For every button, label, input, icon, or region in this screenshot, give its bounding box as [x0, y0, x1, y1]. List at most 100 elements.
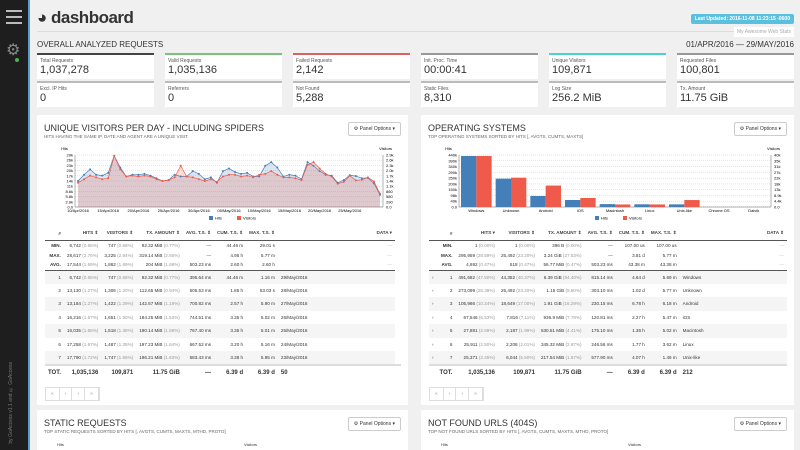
- table-row[interactable]: 7 17,790 (1.72%) 1,747 (1.59%) 196.21 MiB (…: [45, 351, 401, 365]
- table-row[interactable]: › 7 25,371 (2.45%) 6,044 (5.50%) 217.54 MiB …: [429, 351, 787, 365]
- data-point[interactable]: [366, 176, 369, 179]
- page-button[interactable]: »: [85, 388, 99, 400]
- data-point[interactable]: [209, 176, 212, 179]
- table-row[interactable]: 6 17,258 (1.67%) 1,487 (1.35%) 197.23 MiB (…: [45, 338, 401, 352]
- data-point[interactable]: [379, 192, 381, 195]
- data-point[interactable]: [77, 181, 79, 184]
- bar[interactable]: [495, 178, 511, 207]
- data-point[interactable]: [360, 178, 363, 181]
- data-point[interactable]: [161, 180, 164, 182]
- table-row[interactable]: › 6 25,911 (2.50%) 2,208 (2.01%) 345.32 MiB …: [429, 338, 787, 352]
- page-button[interactable]: ‹: [60, 388, 73, 400]
- column-header[interactable]: AVG. T.S. ⇕: [185, 230, 212, 236]
- data-point[interactable]: [354, 179, 357, 182]
- data-point[interactable]: [258, 173, 261, 176]
- data-point[interactable]: [276, 173, 279, 176]
- data-point[interactable]: [246, 171, 249, 174]
- data-point[interactable]: [258, 175, 261, 178]
- data-point[interactable]: [306, 163, 309, 166]
- panel-options-button[interactable]: ⚙ Panel Options ▾: [347, 122, 401, 136]
- table-row[interactable]: 2 13,130 (1.27%) 1,306 (1.20%) 112.65 MiB (…: [45, 284, 401, 298]
- bar[interactable]: [684, 200, 700, 207]
- data-point[interactable]: [137, 175, 140, 178]
- data-point[interactable]: [234, 171, 237, 174]
- table-row[interactable]: › 3 105,986 (10.24%) 18,649 (17.00%) 1.91 Gi…: [429, 297, 787, 311]
- bar[interactable]: [599, 204, 615, 207]
- column-header[interactable]: #: [449, 230, 453, 236]
- data-point[interactable]: [101, 178, 104, 181]
- data-point[interactable]: [155, 178, 158, 181]
- data-point[interactable]: [191, 170, 194, 173]
- data-point[interactable]: [372, 180, 375, 183]
- bar[interactable]: [669, 204, 685, 207]
- data-point[interactable]: [95, 176, 98, 179]
- column-header[interactable]: DATA ⇕: [766, 230, 784, 236]
- data-point[interactable]: [318, 170, 321, 173]
- table-row[interactable]: › 1 491,682 (47.50%) 44,352 (40.37%) 6.39 Gi…: [429, 270, 787, 284]
- data-point[interactable]: [342, 180, 345, 183]
- data-point[interactable]: [143, 172, 146, 175]
- data-point[interactable]: [270, 161, 273, 164]
- data-point[interactable]: [197, 172, 200, 175]
- data-point[interactable]: [119, 168, 122, 171]
- data-point[interactable]: [318, 167, 321, 170]
- table-row[interactable]: 5 16,035 (1.55%) 1,518 (1.38%) 190.14 MiB (…: [45, 324, 401, 338]
- data-point[interactable]: [252, 176, 255, 179]
- page-button[interactable]: «: [430, 388, 444, 400]
- table-row[interactable]: › 2 273,099 (26.38%) 25,492 (23.20%) 1.15 Gi…: [429, 284, 787, 298]
- column-header[interactable]: MAX. T.S. ⇕: [650, 230, 677, 236]
- bar[interactable]: [476, 156, 492, 207]
- data-point[interactable]: [101, 174, 104, 177]
- column-header[interactable]: AVG. T.S. ⇕: [587, 230, 613, 236]
- data-point[interactable]: [131, 174, 134, 177]
- data-point[interactable]: [173, 173, 176, 176]
- data-point[interactable]: [203, 180, 206, 182]
- data-point[interactable]: [113, 154, 116, 157]
- column-header[interactable]: TX. AMOUNT ⇕: [548, 230, 582, 236]
- data-point[interactable]: [83, 178, 86, 181]
- data-point[interactable]: [240, 172, 243, 175]
- data-point[interactable]: [342, 179, 345, 182]
- data-point[interactable]: [137, 173, 140, 176]
- page-button[interactable]: «: [46, 388, 60, 400]
- column-header[interactable]: MAX. T.S. ⇕: [249, 230, 275, 236]
- data-point[interactable]: [234, 173, 237, 176]
- table-row[interactable]: 4 16,216 (1.57%) 1,651 (1.50%) 184.25 MiB (…: [45, 311, 401, 325]
- data-point[interactable]: [125, 175, 128, 178]
- data-point[interactable]: [167, 179, 170, 182]
- hamburger-menu-icon[interactable]: [6, 10, 22, 28]
- data-point[interactable]: [209, 178, 212, 181]
- data-point[interactable]: [330, 175, 333, 178]
- data-point[interactable]: [107, 171, 110, 174]
- page-button[interactable]: ›: [456, 388, 470, 400]
- data-point[interactable]: [179, 175, 182, 178]
- table-row[interactable]: 1 6,742 (0.65%) 747 (0.68%) 92.32 MiB (0.77…: [45, 270, 401, 284]
- data-point[interactable]: [197, 178, 200, 181]
- data-point[interactable]: [215, 180, 218, 183]
- data-point[interactable]: [228, 173, 230, 176]
- data-point[interactable]: [143, 174, 146, 177]
- expand-icon[interactable]: ›: [429, 270, 437, 284]
- data-point[interactable]: [348, 174, 351, 177]
- page-button[interactable]: ‹: [444, 388, 457, 400]
- bar[interactable]: [580, 198, 596, 207]
- data-point[interactable]: [89, 174, 92, 177]
- column-header[interactable]: [429, 227, 437, 240]
- data-point[interactable]: [300, 179, 303, 182]
- expand-icon[interactable]: ›: [429, 351, 437, 365]
- bar[interactable]: [530, 196, 546, 207]
- data-point[interactable]: [77, 180, 79, 182]
- data-point[interactable]: [264, 164, 267, 167]
- bar[interactable]: [649, 204, 665, 207]
- data-point[interactable]: [246, 174, 249, 177]
- panel-options-button[interactable]: ⚙ Panel Options ▾: [347, 417, 401, 431]
- data-point[interactable]: [185, 175, 188, 178]
- column-header[interactable]: DATA ▾: [376, 230, 393, 236]
- column-header[interactable]: TX. AMOUNT ⇕: [146, 230, 180, 236]
- bar[interactable]: [545, 185, 561, 207]
- expand-icon[interactable]: ›: [432, 314, 434, 320]
- bar[interactable]: [461, 156, 477, 207]
- data-point[interactable]: [228, 167, 230, 170]
- column-header[interactable]: HITS ⇕: [82, 230, 99, 236]
- data-point[interactable]: [221, 175, 224, 178]
